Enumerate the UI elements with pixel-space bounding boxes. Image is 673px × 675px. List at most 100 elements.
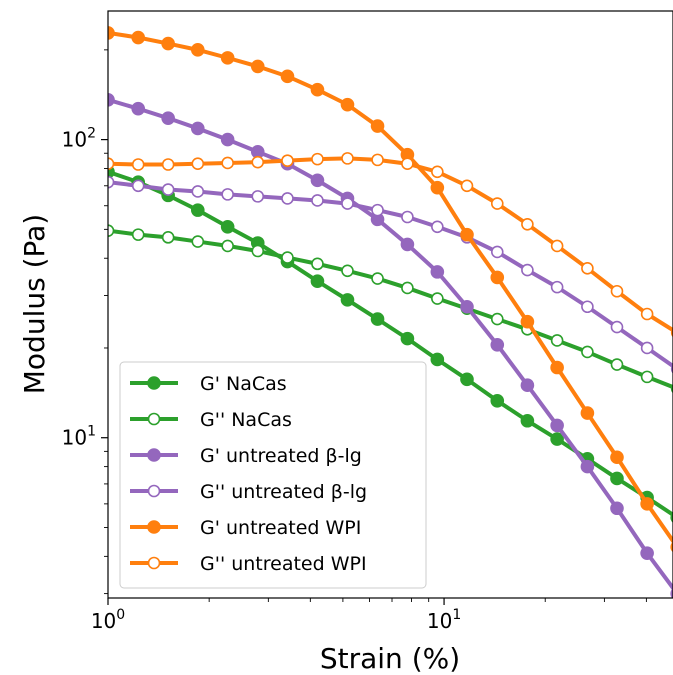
data-point [280,69,295,84]
series-4 [108,26,673,553]
data-point [640,307,654,321]
data-point [490,393,505,408]
data-point [610,284,624,298]
data-point [341,264,354,278]
data-point [161,158,175,171]
data-point [341,152,354,165]
legend-marker [147,484,161,498]
data-point [131,179,145,193]
data-point [251,244,265,258]
y-axis-label: Modulus (Pa) [18,214,51,394]
data-point [550,280,564,294]
data-point [108,26,115,40]
data-point [310,274,325,289]
legend-marker [147,556,161,570]
data-point [581,300,594,314]
data-point [430,180,445,195]
data-point [221,239,234,253]
data-point [191,235,205,248]
data-point [220,219,235,234]
data-point [581,345,594,359]
data-point [640,546,654,560]
y-axis: 101 102 [62,49,108,595]
data-point [430,352,445,367]
data-point [161,231,175,244]
data-point [311,152,324,166]
data-point [161,111,175,125]
data-point [610,501,624,516]
data-point [550,432,564,446]
data-point [190,121,205,136]
legend-marker [147,520,161,534]
data-point [431,292,444,305]
data-point [400,237,415,252]
data-point [580,406,595,420]
legend-item: G'' untreated β-lg [130,481,367,503]
data-point [108,224,115,237]
data-point [431,165,444,179]
data-point [610,471,624,486]
data-point [310,173,325,188]
x-axis-label: Strain (%) [320,642,460,675]
legend-label: G' untreated WPI [200,517,361,539]
legend-label: G' NaCas [200,373,287,395]
data-point [520,314,535,329]
data-point [371,272,384,285]
data-point [521,217,534,231]
data-point [640,497,654,511]
data-point [580,459,595,474]
data-point [550,239,564,253]
series-layer [108,26,673,598]
data-point [250,59,265,74]
data-point [281,251,294,264]
data-point [108,157,115,171]
data-point [610,450,624,465]
data-point [520,413,535,428]
data-point [550,360,564,375]
legend-item: G' untreated WPI [130,517,361,539]
legend-label: G'' NaCas [200,409,292,431]
legend-marker [147,448,161,462]
data-point [490,197,504,210]
data-point [460,227,474,242]
y-tick-label: 101 [62,424,96,450]
y-tick-label: 102 [62,126,96,152]
data-point [161,183,175,196]
data-point [220,51,235,65]
legend-label: G'' untreated WPI [200,553,367,575]
data-point [460,372,474,387]
data-point [490,312,504,326]
x-tick-label: 101 [427,607,461,633]
legend-item: G' NaCas [130,373,287,395]
series-0 [108,164,673,523]
data-point [460,299,474,314]
data-point [370,312,385,326]
data-point [370,119,385,133]
data-point [220,132,235,147]
data-point [161,36,175,51]
data-point [520,378,535,393]
data-point [521,263,534,277]
data-point [460,179,474,193]
data-point [108,175,115,189]
x-tick-label: 100 [91,607,125,633]
data-point [490,270,505,285]
legend-label: G' untreated β-lg [200,445,362,467]
data-point [431,220,444,234]
legend-box [119,361,427,589]
data-point [311,257,324,271]
data-point [640,341,654,355]
data-point [131,101,146,116]
data-point [550,334,564,347]
legend-marker [147,412,161,426]
data-point [400,331,415,346]
data-point [221,156,234,170]
data-point [311,194,324,207]
legend-marker [147,376,161,390]
data-point [490,337,505,352]
series-5 [108,152,673,338]
data-point [310,82,325,97]
data-point [610,358,624,371]
data-point [281,154,294,167]
data-point [430,265,445,279]
